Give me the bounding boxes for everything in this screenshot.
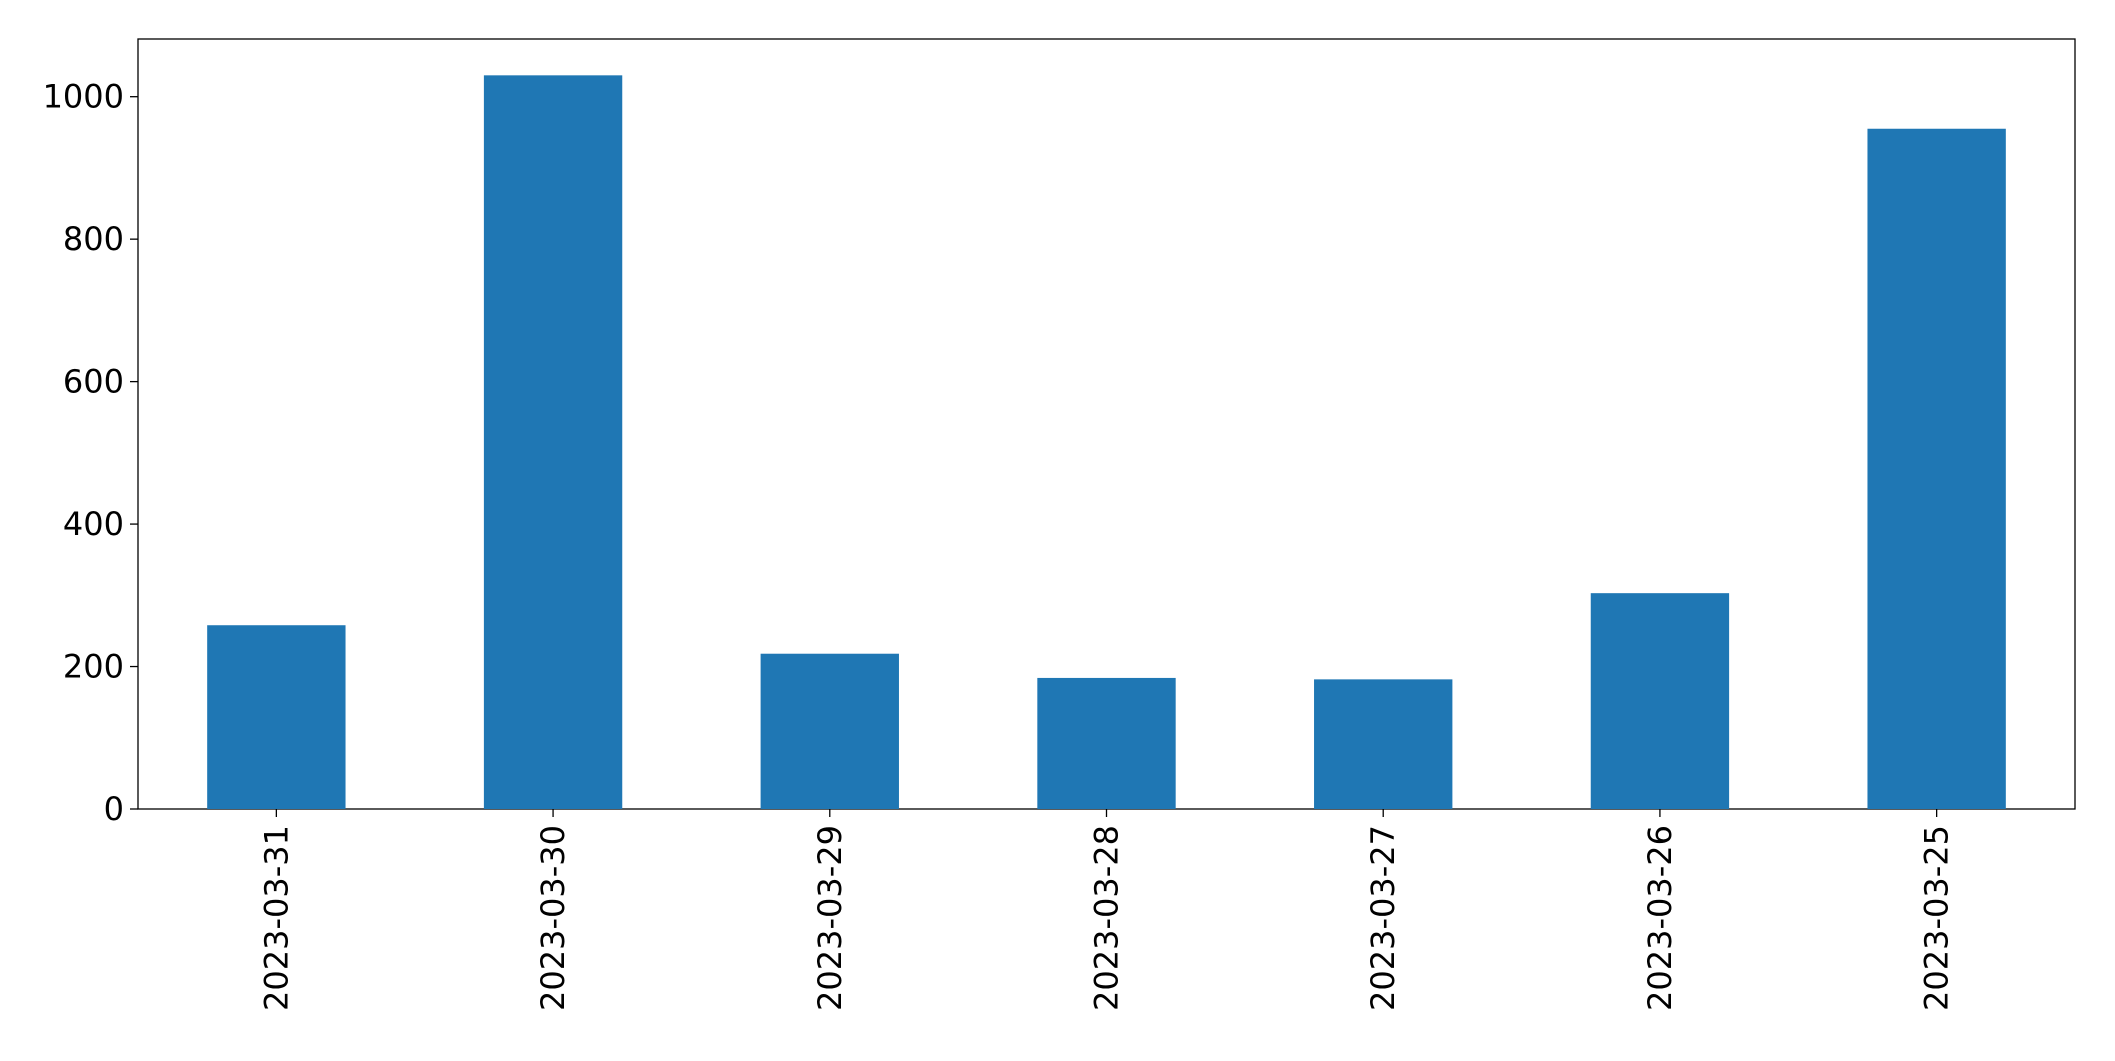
x-tick-label: 2023-03-26 bbox=[1641, 825, 1679, 1011]
bar bbox=[1867, 128, 2006, 809]
y-tick-label: 600 bbox=[63, 363, 124, 401]
y-tick-label: 200 bbox=[63, 648, 124, 686]
bar bbox=[207, 625, 346, 809]
bar bbox=[1590, 593, 1730, 809]
bar bbox=[483, 75, 623, 810]
bar bbox=[760, 653, 899, 809]
y-tick-label: 800 bbox=[63, 220, 124, 258]
y-tick-label: 0 bbox=[104, 790, 124, 828]
x-tick-label: 2023-03-29 bbox=[811, 825, 849, 1011]
x-tick-label: 2023-03-25 bbox=[1918, 825, 1956, 1011]
x-tick-label: 2023-03-30 bbox=[534, 825, 572, 1011]
x-tick-label: 2023-03-27 bbox=[1364, 825, 1402, 1011]
y-tick-label: 400 bbox=[63, 505, 124, 543]
bar bbox=[1314, 679, 1453, 809]
x-tick-label: 2023-03-31 bbox=[257, 825, 295, 1011]
y-tick-label: 1000 bbox=[43, 78, 124, 116]
bar bbox=[1037, 677, 1176, 809]
x-tick-label: 2023-03-28 bbox=[1088, 825, 1126, 1011]
